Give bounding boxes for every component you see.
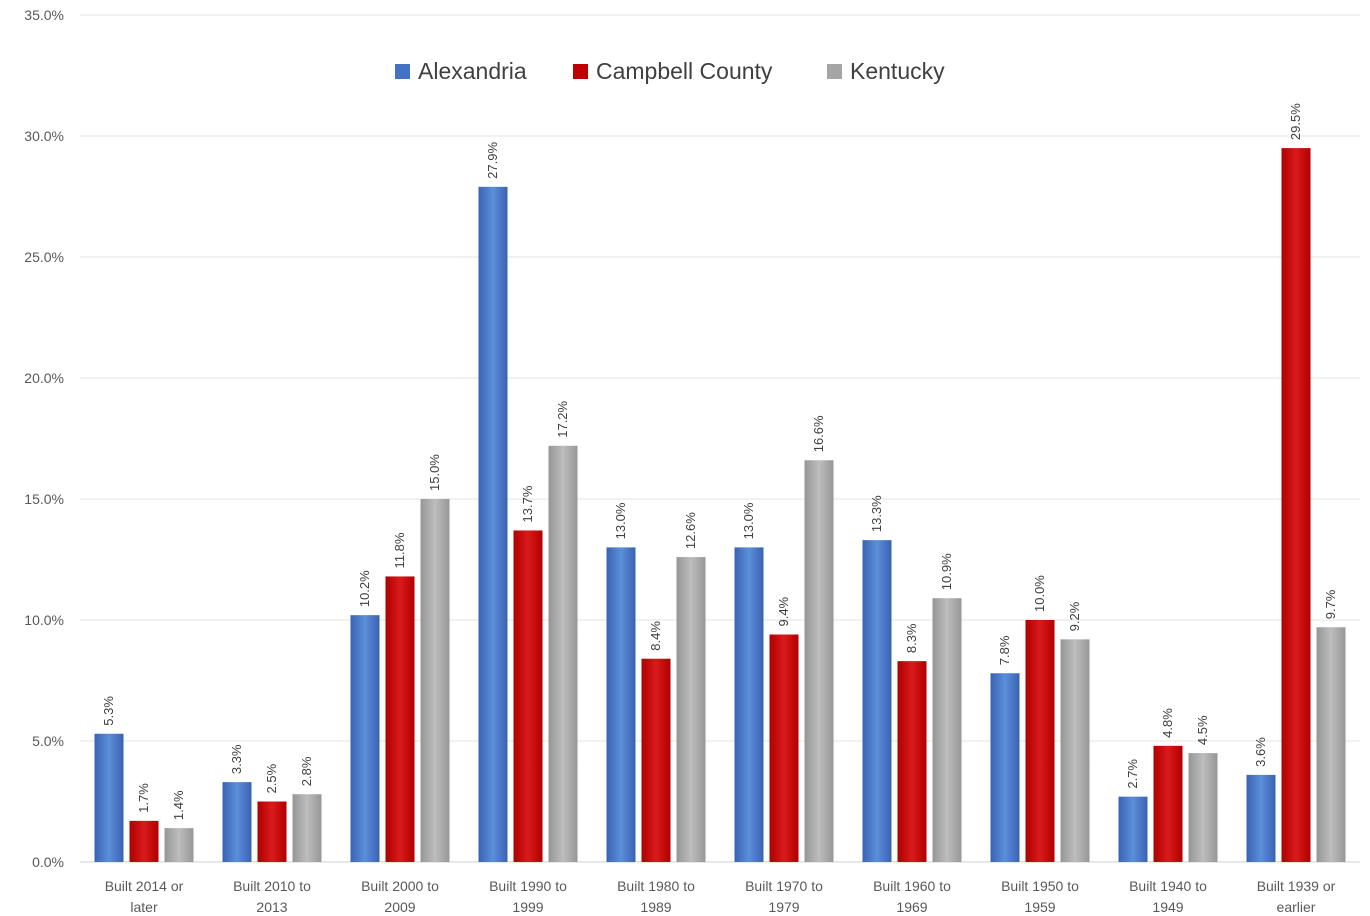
bar-alexandria [350,615,380,862]
y-axis-tick-labels: 0.0% 5.0% 10.0% 15.0% 20.0% 25.0% 30.0% 35.0% [24,7,64,870]
bar-alexandria [222,782,252,862]
data-label: 27.9% [485,142,500,179]
bar-kentucky [1060,639,1090,862]
bar-kentucky [420,499,450,862]
data-label: 3.6% [1253,737,1268,767]
data-label: 10.2% [357,570,372,607]
data-label: 16.6% [811,415,826,452]
data-label: 2.8% [299,756,314,786]
x-tick-label: Built 1990 to 1999 [489,878,567,915]
legend: Alexandria Campbell County Kentucky [395,58,945,84]
bar-kentucky [1316,627,1346,862]
bar-kentucky [164,828,194,862]
bar-campbell-county [897,661,927,862]
legend-label: Campbell County [596,58,773,84]
y-tick-label: 10.0% [24,612,64,628]
y-tick-label: 20.0% [24,370,64,386]
data-label: 9.2% [1067,601,1082,631]
y-tick-label: 5.0% [32,733,64,749]
legend-item-campbell-county: Campbell County [573,58,773,84]
data-label: 2.5% [264,763,279,793]
data-label: 29.5% [1288,103,1303,140]
legend-item-kentucky: Kentucky [827,58,945,84]
x-tick-label: Built 1960 to 1969 [873,878,951,915]
legend-swatch [395,64,410,79]
data-label: 13.3% [869,495,884,532]
data-label: 5.3% [101,696,116,726]
x-tick-label: Built 1950 to 1959 [1001,878,1079,915]
bar-campbell-county [129,820,159,862]
y-tick-label: 25.0% [24,249,64,265]
gridlines [80,14,1360,863]
bar-kentucky [932,598,962,862]
y-tick-label: 15.0% [24,491,64,507]
x-tick-label: Built 2000 to 2009 [361,878,439,915]
bar-kentucky [1188,753,1218,862]
data-label: 10.0% [1032,575,1047,612]
bar-campbell-county [513,530,543,862]
x-axis-tick-labels: Built 2014 or later Built 2010 to 2013 Built… [105,878,1336,915]
data-label: 7.8% [997,635,1012,665]
data-label: 13.0% [741,502,756,539]
legend-swatch [827,64,842,79]
bar-kentucky [676,557,706,862]
bar-alexandria [606,547,636,862]
bar-alexandria [94,733,124,862]
data-label: 11.8% [392,532,407,568]
y-tick-label: 30.0% [24,128,64,144]
bar-campbell-county [769,634,799,862]
bar-alexandria [990,673,1020,862]
data-label: 4.8% [1160,708,1175,738]
x-tick-label: Built 2010 to 2013 [233,878,311,915]
data-label: 15.0% [427,454,442,491]
bar-campbell-county [1153,745,1183,862]
x-tick-label: Built 2014 or later [105,878,184,915]
bar-kentucky [804,460,834,862]
legend-item-alexandria: Alexandria [395,58,527,84]
y-tick-label: 35.0% [24,7,64,23]
x-tick-label: Built 1940 to 1949 [1129,878,1207,915]
bar-alexandria [478,186,508,862]
data-label: 8.3% [904,623,919,653]
bar-campbell-county [1281,148,1311,863]
bar-campbell-county [257,801,287,862]
bar-campbell-county [385,576,415,862]
x-tick-label: Built 1970 to 1979 [745,878,823,915]
data-label: 9.4% [776,596,791,626]
bar-alexandria [734,547,764,862]
data-label: 9.7% [1323,589,1338,619]
data-label: 17.2% [555,400,570,437]
data-label: 13.7% [520,485,535,522]
bar-campbell-county [641,658,671,862]
data-label: 8.4% [648,621,663,651]
data-label: 1.4% [171,790,186,820]
data-label: 12.6% [683,512,698,549]
bar-alexandria [1118,796,1148,862]
legend-swatch [573,64,588,79]
data-label: 3.3% [229,744,244,774]
bar-campbell-county [1025,620,1055,862]
bar-alexandria [1246,774,1276,862]
x-tick-label: Built 1939 or earlier [1257,878,1336,915]
data-label: 13.0% [613,502,628,539]
x-tick-label: Built 1980 to 1989 [617,878,695,915]
bar-kentucky [292,794,322,862]
bar-alexandria [862,540,892,862]
data-label: 2.7% [1125,759,1140,789]
data-labels: 5.3% 3.3% 10.2% 27.9% 13.0% 13.0% 13.3% 7.8% 2.7… [101,103,1338,820]
legend-label: Kentucky [850,58,945,84]
bars [94,148,1346,863]
legend-label: Alexandria [418,58,527,84]
data-label: 10.9% [939,553,954,590]
data-label: 4.5% [1195,715,1210,745]
data-label: 1.7% [136,783,151,813]
bar-kentucky [548,445,578,862]
y-tick-label: 0.0% [32,854,64,870]
